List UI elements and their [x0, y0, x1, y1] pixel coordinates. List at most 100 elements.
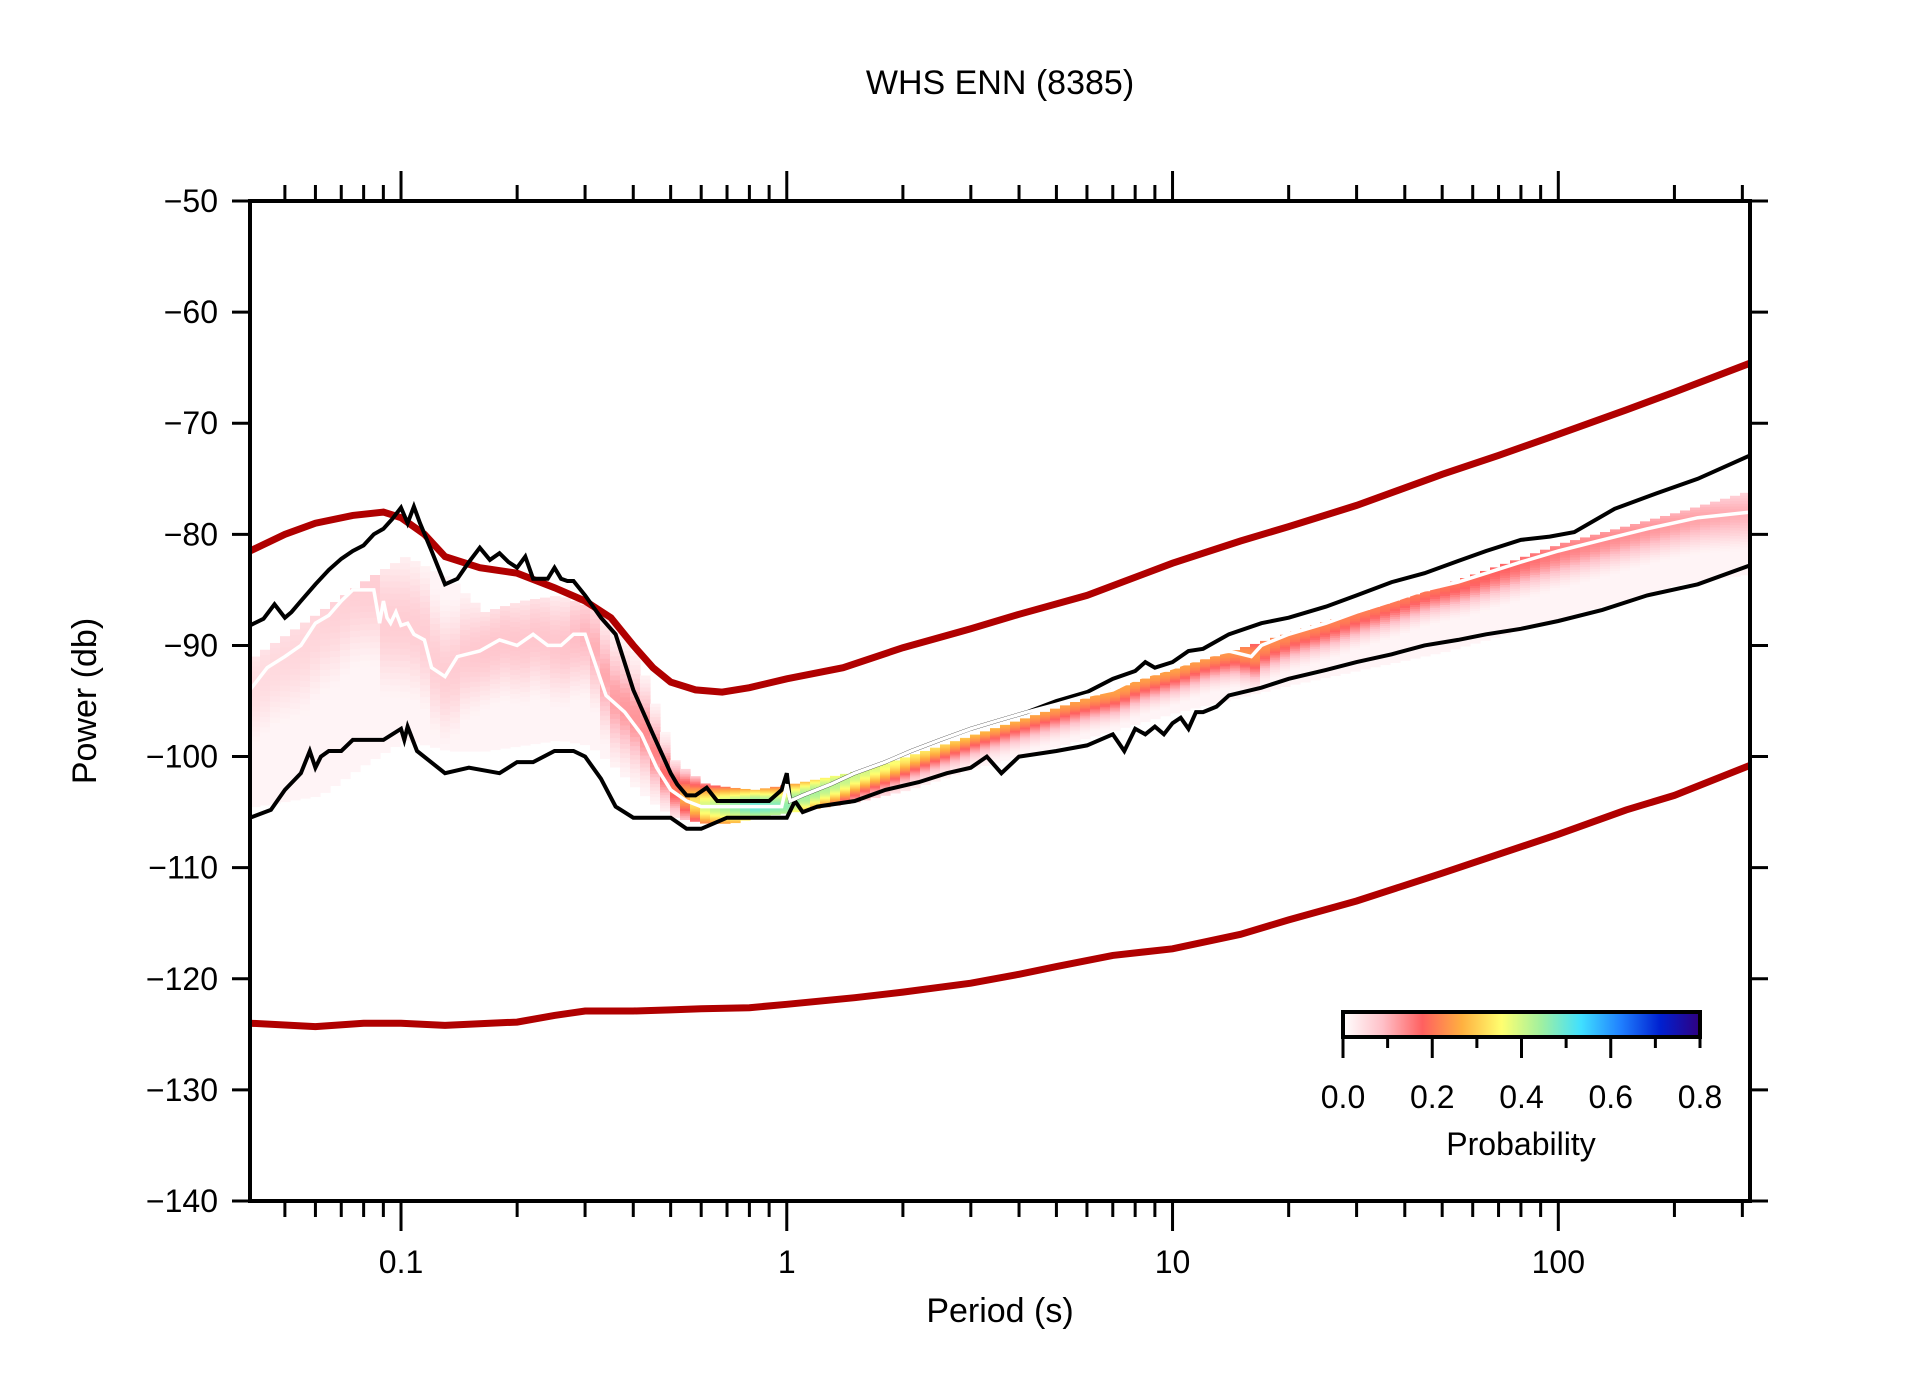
pdf-cell	[650, 757, 661, 762]
pdf-cell	[1740, 495, 1750, 499]
pdf-cell	[580, 646, 591, 652]
pdf-cell	[490, 693, 501, 699]
pdf-cell	[990, 735, 1001, 737]
pdf-cell	[1140, 691, 1151, 694]
pdf-cell	[720, 795, 731, 798]
pdf-cell	[1490, 623, 1501, 627]
pdf-cell	[1320, 664, 1331, 668]
pdf-cell	[950, 744, 961, 747]
pdf-cell	[1590, 561, 1601, 565]
pdf-cell	[430, 706, 441, 713]
pdf-cell	[260, 649, 271, 656]
pdf-cell	[1470, 595, 1481, 598]
pdf-cell	[1580, 547, 1591, 551]
pdf-cell	[720, 811, 731, 813]
pdf-cell	[1010, 752, 1021, 755]
pdf-cell	[700, 816, 711, 819]
pdf-cell	[1210, 682, 1221, 685]
pdf-cell	[1580, 574, 1591, 578]
pdf-cell	[1310, 634, 1321, 637]
pdf-cell	[1330, 630, 1341, 633]
pdf-cell	[920, 753, 931, 755]
pdf-cell	[1070, 709, 1081, 712]
pdf-cell	[1660, 561, 1671, 565]
pdf-cell	[330, 754, 341, 762]
pdf-cell	[1100, 728, 1111, 731]
pdf-cell	[1040, 737, 1051, 739]
pdf-cell	[1360, 627, 1371, 631]
pdf-cell	[1030, 723, 1041, 726]
pdf-cell	[960, 754, 971, 757]
pdf-cell	[600, 748, 611, 755]
pdf-cell	[1640, 579, 1651, 583]
pdf-cell	[310, 682, 321, 689]
pdf-cell	[1040, 738, 1051, 741]
pdf-cell	[1580, 569, 1591, 573]
pdf-cell	[690, 815, 701, 818]
pdf-cell	[1080, 737, 1091, 740]
pdf-cell	[410, 615, 421, 623]
pdf-cell	[1410, 604, 1421, 608]
pdf-cell	[1710, 542, 1721, 547]
pdf-cell	[970, 740, 981, 742]
pdf-cell	[250, 791, 261, 798]
pdf-cell	[1200, 671, 1211, 674]
pdf-cell	[1360, 611, 1371, 615]
pdf-cell	[670, 775, 681, 778]
pdf-cell	[1600, 554, 1611, 558]
pdf-cell	[1050, 729, 1061, 732]
pdf-cell	[1500, 620, 1511, 624]
pdf-cell	[1020, 722, 1031, 724]
pdf-cell	[1100, 719, 1111, 722]
pdf-cell	[1120, 700, 1131, 703]
pdf-cell	[570, 737, 581, 744]
pdf-cell	[390, 605, 401, 613]
pdf-cell	[840, 773, 851, 776]
pdf-cell	[1640, 591, 1651, 595]
pdf-cell	[1380, 636, 1391, 639]
pdf-cell	[480, 639, 491, 646]
pdf-cell	[1490, 576, 1501, 580]
pdf-cell	[430, 712, 441, 719]
pdf-cell	[1410, 611, 1421, 615]
pdf-cell	[1210, 689, 1221, 692]
pdf-cell	[550, 649, 561, 655]
pdf-cell	[280, 740, 291, 747]
pdf-cell	[380, 679, 391, 686]
pdf-cell	[360, 672, 371, 680]
pdf-cell	[1050, 738, 1061, 741]
pdf-cell	[1680, 527, 1691, 531]
pdf-cell	[880, 791, 891, 794]
pdf-cell	[1280, 638, 1291, 641]
pdf-cell	[1610, 573, 1621, 577]
pdf-cell	[810, 783, 821, 786]
pdf-cell	[1440, 600, 1451, 604]
pdf-cell	[1320, 653, 1331, 657]
pdf-cell	[1540, 569, 1551, 573]
pdf-cell	[1160, 686, 1171, 689]
pdf-cell	[1110, 720, 1121, 723]
pdf-cell	[820, 799, 831, 802]
pdf-cell	[1020, 723, 1031, 726]
pdf-cell	[1600, 603, 1611, 607]
pdf-cell	[830, 798, 841, 800]
pdf-cell	[1430, 592, 1441, 596]
pdf-cell	[520, 600, 531, 606]
pdf-cell	[1300, 655, 1311, 658]
pdf-cell	[960, 746, 971, 749]
pdf-cell	[1160, 692, 1171, 695]
pdf-cell	[1630, 594, 1641, 598]
pdf-cell	[420, 631, 431, 639]
pdf-cell	[1170, 695, 1181, 698]
pdf-cell	[520, 735, 531, 741]
pdf-cell	[890, 767, 901, 770]
pdf-cell	[1190, 695, 1201, 698]
pdf-cell	[820, 793, 831, 795]
pdf-cell	[570, 638, 581, 645]
pdf-cell	[1170, 684, 1181, 687]
pdf-cell	[1030, 746, 1041, 748]
pdf-cell	[530, 700, 541, 706]
pdf-cell	[1080, 707, 1091, 710]
pdf-cell	[1130, 721, 1141, 724]
pdf-cell	[550, 634, 561, 641]
